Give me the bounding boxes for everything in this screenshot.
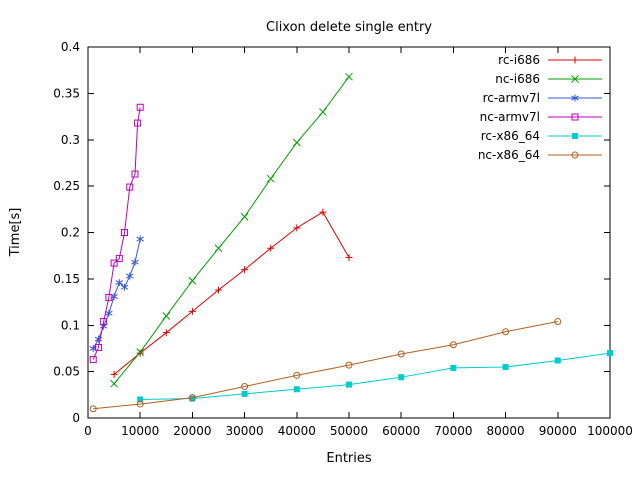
y-tick-label: 0.3 (61, 133, 80, 147)
legend-entry-nc-i686: nc-i686 (495, 72, 602, 86)
y-tick-label: 0.2 (61, 226, 80, 240)
legend-entry-rc-armv7l: rc-armv7l (483, 91, 602, 105)
series-rc-x86_64 (137, 350, 613, 403)
legend-entry-nc-armv7l: nc-armv7l (480, 110, 602, 124)
x-tick-label: 20000 (173, 424, 211, 438)
legend-entry-nc-x86_64: nc-x86_64 (478, 148, 602, 162)
x-tick-label: 60000 (382, 424, 420, 438)
y-tick-label: 0.25 (53, 179, 80, 193)
series-nc-x86_64 (89, 318, 562, 413)
series-rc-i686 (110, 208, 353, 378)
y-tick-label: 0.35 (53, 86, 80, 100)
legend-entry-rc-i686: rc-i686 (498, 53, 602, 67)
legend-label: nc-x86_64 (478, 148, 540, 162)
y-tick-label: 0.1 (61, 318, 80, 332)
legend-label: nc-armv7l (480, 110, 540, 124)
x-axis-ticks: 0 10000 20000 30000 40000 50000 60000 70000 8000… (84, 47, 633, 438)
x-tick-label: 100000 (587, 424, 633, 438)
y-tick-label: 0.05 (53, 365, 80, 379)
y-tick-label: 0.4 (61, 40, 80, 54)
chart-title: Clixon delete single entry (266, 20, 432, 35)
legend-label: rc-i686 (498, 53, 540, 67)
x-tick-label: 40000 (278, 424, 316, 438)
y-tick-label: 0.15 (53, 272, 80, 286)
x-tick-label: 50000 (330, 424, 368, 438)
legend-label: rc-armv7l (483, 91, 540, 105)
y-tick-label: 0 (72, 411, 80, 425)
series-nc-i686 (110, 72, 353, 388)
series-nc-armv7l (89, 103, 144, 364)
y-axis-ticks: 0 0.05 0.1 0.15 0.2 0.25 0.3 0.35 0.4 (53, 40, 610, 425)
legend: rc-i686 nc-i686 rc-armv7l nc-armv7l rc-x86_6… (478, 53, 602, 162)
x-tick-label: 70000 (434, 424, 472, 438)
x-tick-label: 0 (84, 424, 92, 438)
x-axis-label: Entries (326, 451, 372, 466)
x-tick-label: 80000 (487, 424, 525, 438)
legend-entry-rc-x86_64: rc-x86_64 (481, 129, 602, 143)
series-rc-armv7l (89, 235, 144, 352)
x-tick-label: 90000 (539, 424, 577, 438)
x-tick-label: 10000 (121, 424, 159, 438)
legend-label: rc-x86_64 (481, 129, 540, 143)
x-tick-label: 30000 (226, 424, 264, 438)
legend-label: nc-i686 (495, 72, 540, 86)
